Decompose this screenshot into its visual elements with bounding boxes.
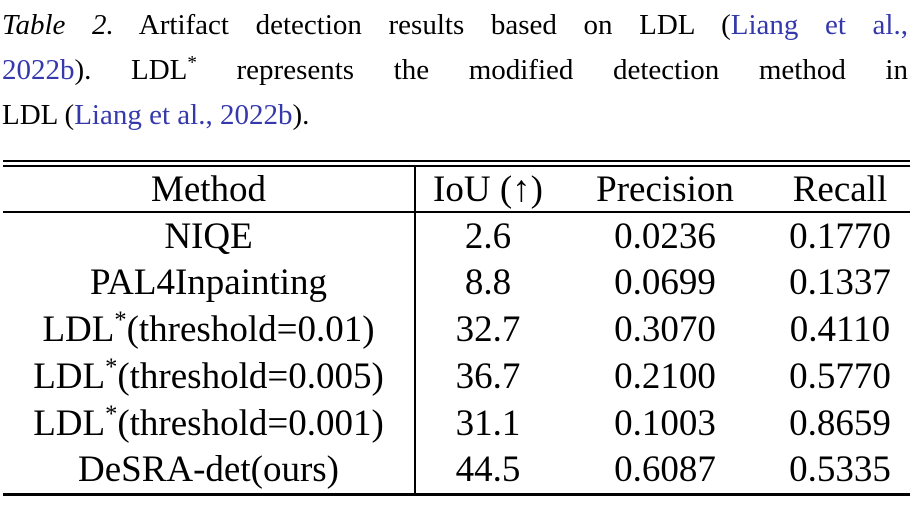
- table-row: NIQE 2.6 0.0236 0.1770: [3, 212, 910, 259]
- cell-iou: 36.7: [455, 356, 521, 397]
- cell-precision: 0.1003: [614, 403, 716, 444]
- col-header-recall: Recall: [770, 167, 910, 213]
- caption-text-2a: ).: [74, 54, 131, 86]
- cell-precision: 0.3070: [614, 309, 716, 350]
- cell-precision: 0.0699: [614, 262, 716, 303]
- cell-precision-best: 0.6087: [614, 449, 716, 491]
- asterisk-superscript: *: [187, 52, 197, 74]
- method-suffix: (threshold=0.001): [117, 403, 384, 444]
- asterisk-superscript: *: [114, 306, 127, 334]
- col-header-iou: IoU (↑): [415, 167, 560, 213]
- asterisk-superscript: *: [105, 353, 118, 381]
- cell-iou-best: 44.5: [455, 449, 521, 491]
- caption-text-2b: represents the modified detection method…: [196, 54, 908, 86]
- cell-method: LDL*(threshold=0.001): [3, 400, 416, 447]
- cell-iou: 8.8: [464, 262, 512, 303]
- caption-text-3b: ).: [292, 99, 310, 131]
- results-table: Method IoU (↑) Precision Recall NIQE 2.6…: [3, 167, 910, 496]
- caption-line-3: LDL (Liang et al., 2022b).: [2, 93, 908, 138]
- cell-recall-best: 0.8659: [789, 403, 891, 444]
- method-suffix: (threshold=0.005): [117, 356, 384, 397]
- caption-text-ldl: LDL: [131, 54, 188, 86]
- table-row: LDL*(threshold=0.01) 32.7 0.3070 0.4110: [3, 306, 910, 353]
- asterisk-superscript: *: [105, 400, 118, 428]
- cell-method: LDL*(threshold=0.005): [3, 353, 416, 400]
- method-name: LDL: [42, 309, 115, 350]
- method-suffix: (threshold=0.01): [126, 309, 375, 350]
- method-name: DeSRA-det(ours): [77, 449, 339, 491]
- cell-recall: 0.5335: [789, 449, 891, 491]
- caption-line-1: Table 2. Artifact detection results base…: [2, 3, 908, 48]
- cell-iou: 31.1: [455, 403, 521, 444]
- method-name: LDL: [33, 356, 106, 397]
- citation-link-1[interactable]: Liang et al.,: [730, 9, 908, 41]
- results-table-wrapper: Method IoU (↑) Precision Recall NIQE 2.6…: [3, 160, 910, 496]
- cell-recall: 0.1337: [789, 262, 891, 303]
- citation-link-3[interactable]: Liang et al., 2022b: [74, 99, 293, 131]
- cell-method: NIQE: [3, 212, 416, 259]
- col-header-precision: Precision: [560, 167, 770, 213]
- table-row: DeSRA-det(ours) 44.5 0.6087 0.5335: [3, 447, 910, 494]
- cell-precision: 0.2100: [614, 356, 716, 397]
- method-name: NIQE: [164, 215, 253, 257]
- citation-link-2[interactable]: 2022b: [2, 54, 75, 86]
- method-name: LDL: [33, 403, 106, 444]
- table-row: PAL4Inpainting 8.8 0.0699 0.1337: [3, 259, 910, 306]
- method-name: PAL4Inpainting: [89, 262, 328, 303]
- cell-recall: 0.4110: [789, 309, 891, 350]
- table-row: LDL*(threshold=0.005) 36.7 0.2100 0.5770: [3, 353, 910, 400]
- cell-iou: 32.7: [455, 309, 521, 350]
- caption-text-3a: LDL (: [2, 99, 75, 131]
- cell-precision: 0.0236: [614, 215, 716, 257]
- cell-recall: 0.5770: [789, 356, 891, 397]
- caption-line-2: 2022b). LDL* represents the modified det…: [2, 48, 908, 93]
- caption-text-1: Artifact detection results based on LDL …: [113, 9, 731, 41]
- cell-iou: 2.6: [464, 215, 512, 257]
- caption-table-label: Table 2.: [2, 9, 114, 41]
- cell-recall: 0.1770: [789, 215, 891, 257]
- header-row: Method IoU (↑) Precision Recall: [3, 167, 910, 213]
- cell-method: LDL*(threshold=0.01): [3, 306, 416, 353]
- table-row: LDL*(threshold=0.001) 31.1 0.1003 0.8659: [3, 400, 910, 447]
- cell-method: PAL4Inpainting: [3, 259, 416, 306]
- col-header-method: Method: [3, 167, 416, 213]
- table-caption: Table 2. Artifact detection results base…: [2, 3, 908, 138]
- cell-method-ours: DeSRA-det(ours): [3, 447, 416, 494]
